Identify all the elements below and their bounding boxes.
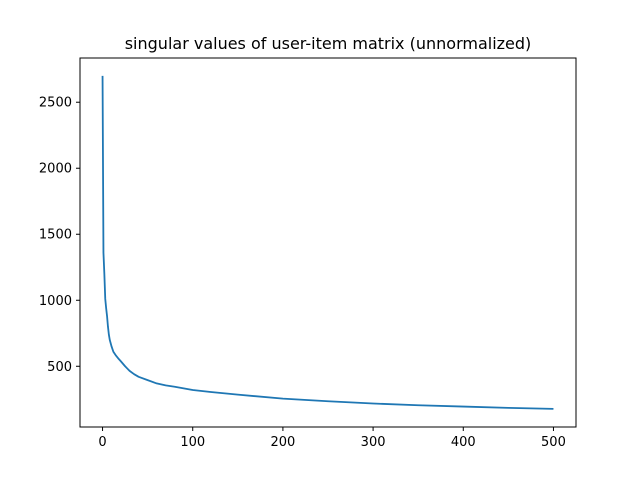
y-tick-label: 2500: [39, 96, 72, 111]
y-axis: 500 1000 1500 2000 2500: [39, 96, 80, 375]
x-tick-label: 400: [451, 435, 476, 450]
plot-frame: [79, 57, 577, 428]
x-axis: 0 100 200 300 400 500: [98, 427, 566, 450]
x-tick-label: 300: [361, 435, 386, 450]
x-tick-label: 0: [98, 435, 106, 450]
x-tick-label: 500: [541, 435, 566, 450]
y-tick-label: 500: [47, 360, 72, 375]
y-tick-label: 1000: [39, 294, 72, 309]
x-tick-label: 200: [270, 435, 295, 450]
chart-title: singular values of user-item matrix (unn…: [125, 34, 532, 53]
y-tick-label: 2000: [39, 162, 72, 177]
series-layer: [101, 75, 554, 410]
series-line: [101, 75, 554, 410]
y-tick-label: 1500: [39, 228, 72, 243]
x-tick-label: 100: [180, 435, 205, 450]
